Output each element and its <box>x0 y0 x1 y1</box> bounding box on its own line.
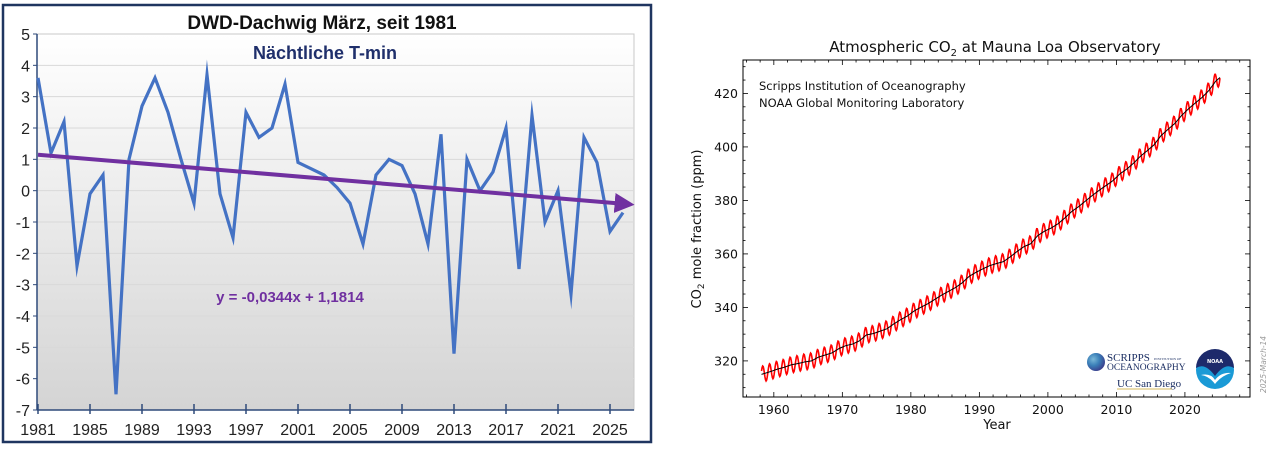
y-tick-label: 2 <box>21 121 30 138</box>
title-text-part: Atmospheric CO <box>829 38 950 56</box>
annotation-noaa: NOAA Global Monitoring Laboratory <box>759 96 964 110</box>
x-tick-label: 2005 <box>332 422 368 439</box>
y-tick-label: 320 <box>714 353 738 368</box>
y-tick-label: 3 <box>21 90 30 107</box>
mauna-loa-co2-chart: Atmospheric CO2 at Mauna Loa Observatory… <box>655 0 1273 445</box>
x-tick-label: 2001 <box>280 422 316 439</box>
oceanography-wordmark: OCEANOGRAPHY <box>1107 363 1186 373</box>
ucsd-wordmark: UC San Diego <box>1117 378 1182 390</box>
x-tick-label: 1990 <box>963 402 995 417</box>
ylabel-part: CO <box>690 289 705 308</box>
y-tick-label: -5 <box>16 340 30 357</box>
x-tick-label: 1985 <box>72 422 108 439</box>
date-stamp: 2025-March-14 <box>1259 336 1268 393</box>
y-tick-label: 4 <box>21 58 30 75</box>
y-tick-label: 0 <box>21 184 30 201</box>
x-tick-label: 2025 <box>592 422 628 439</box>
dwd-dachwig-chart: 5 4 3 2 1 0 -1 -2 -3 -4 -5 -6 -7 1981 1985 1989 1993 199… <box>0 0 655 445</box>
x-tick-label: 2017 <box>488 422 524 439</box>
annotation-scripps: Scripps Institution of Oceanography <box>759 79 966 93</box>
noaa-logo: NOAA <box>1196 349 1234 389</box>
x-axis-label: Year <box>982 418 1011 433</box>
x-tick-label: 2020 <box>1169 402 1201 417</box>
y-tick-label: 400 <box>714 139 738 154</box>
x-tick-label: 2010 <box>1100 402 1132 417</box>
y-tick-label: -6 <box>16 372 30 389</box>
y-tick-label: 340 <box>714 300 738 315</box>
x-tick-label: 1997 <box>228 422 264 439</box>
trendline-equation: y = -0,0344x + 1,1814 <box>216 289 364 306</box>
chart-subtitle: Nächtliche T-min <box>253 43 397 63</box>
x-tick-label: 2000 <box>1032 402 1064 417</box>
scripps-institution-text: INSTITUTION OF <box>1154 357 1181 361</box>
x-tick-label: 1981 <box>20 422 56 439</box>
x-tick-label: 1960 <box>758 402 790 417</box>
x-tick-label: 1989 <box>124 422 160 439</box>
y-tick-label: 5 <box>21 27 30 44</box>
mauna-loa-co2-chart-panel: Atmospheric CO2 at Mauna Loa Observatory… <box>655 0 1273 445</box>
y-tick-label: 420 <box>714 86 738 101</box>
x-tick-label: 2009 <box>384 422 420 439</box>
x-tick-label: 1993 <box>176 422 212 439</box>
y-tick-label: 1 <box>21 152 30 169</box>
chart-title: DWD-Dachwig März, seit 1981 <box>187 13 457 34</box>
y-tick-label: -2 <box>16 246 30 263</box>
dwd-dachwig-chart-panel: 5 4 3 2 1 0 -1 -2 -3 -4 -5 -6 -7 1981 1985 1989 1993 199… <box>0 0 655 445</box>
x-tick-label: 1970 <box>826 402 858 417</box>
y-tick-label: -7 <box>16 403 30 420</box>
chart-title: Atmospheric CO2 at Mauna Loa Observatory <box>829 38 1161 59</box>
y-tick-label: 360 <box>714 246 738 261</box>
y-tick-label: -3 <box>16 278 30 295</box>
globe-icon <box>1087 353 1105 371</box>
ylabel-part: mole fraction (ppm) <box>690 150 705 284</box>
noaa-wordmark: NOAA <box>1207 359 1223 365</box>
y-tick-label: -4 <box>16 309 30 326</box>
x-tick-label: 2013 <box>436 422 472 439</box>
y-tick-label: -1 <box>16 215 30 232</box>
title-text-part: at Mauna Loa Observatory <box>957 38 1161 56</box>
x-tick-label: 1980 <box>895 402 927 417</box>
x-tick-label: 2021 <box>540 422 576 439</box>
y-tick-label: 380 <box>714 193 738 208</box>
